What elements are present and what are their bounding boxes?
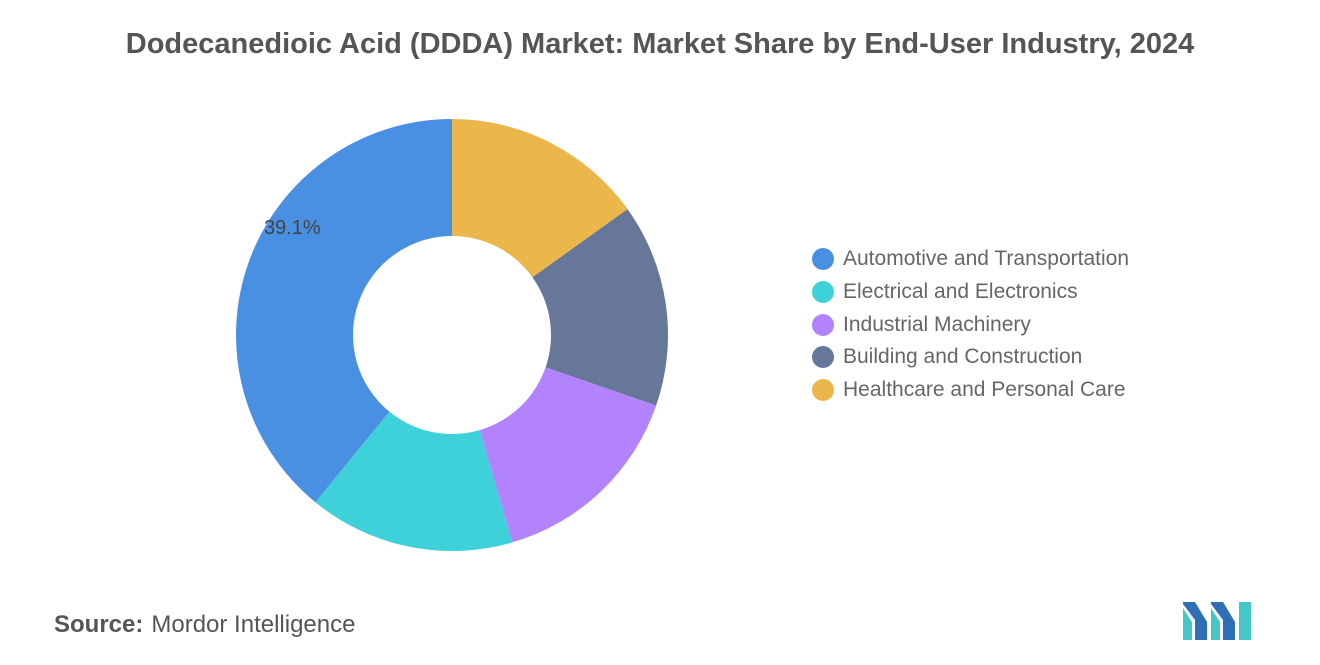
legend-label: Healthcare and Personal Care — [843, 378, 1126, 402]
legend-swatch — [812, 281, 834, 304]
legend-label: Electrical and Electronics — [843, 280, 1078, 304]
legend-swatch — [812, 313, 834, 336]
source-text: Mordor Intelligence — [151, 611, 356, 638]
legend-label: Industrial Machinery — [843, 312, 1031, 336]
legend-item-automotive-and-transportation: Automotive and Transportation — [812, 243, 1129, 276]
legend-item-healthcare-and-personal-care: Healthcare and Personal Care — [812, 374, 1129, 407]
legend-item-building-and-construction: Building and Construction — [812, 341, 1129, 374]
legend-label: Automotive and Transportation — [843, 247, 1130, 271]
chart-legend: Automotive and Transportation Electrical … — [812, 243, 1129, 406]
legend-label: Building and Construction — [843, 345, 1083, 369]
slice-automotive-and-transportation — [236, 119, 452, 503]
legend-swatch — [812, 248, 834, 271]
legend-swatch — [812, 379, 834, 402]
slice-building-and-construction — [532, 209, 668, 406]
legend-item-industrial-machinery: Industrial Machinery — [812, 308, 1129, 341]
chart-title: Dodecanedioic Acid (DDDA) Market: Market… — [125, 28, 1195, 60]
slice-electrical-and-electronics — [315, 411, 513, 552]
legend-swatch — [812, 346, 834, 369]
data-label-automotive-and-transportation: 39.1% — [264, 217, 321, 239]
mordor-intelligence-logo-icon — [1183, 602, 1251, 640]
source-label: Source: — [54, 611, 144, 638]
slice-industrial-machinery — [479, 367, 657, 543]
slice-healthcare-and-personal-care — [452, 119, 628, 278]
source-note: Source: Mordor Intelligence — [54, 611, 355, 639]
legend-item-electrical-and-electronics: Electrical and Electronics — [812, 276, 1129, 309]
